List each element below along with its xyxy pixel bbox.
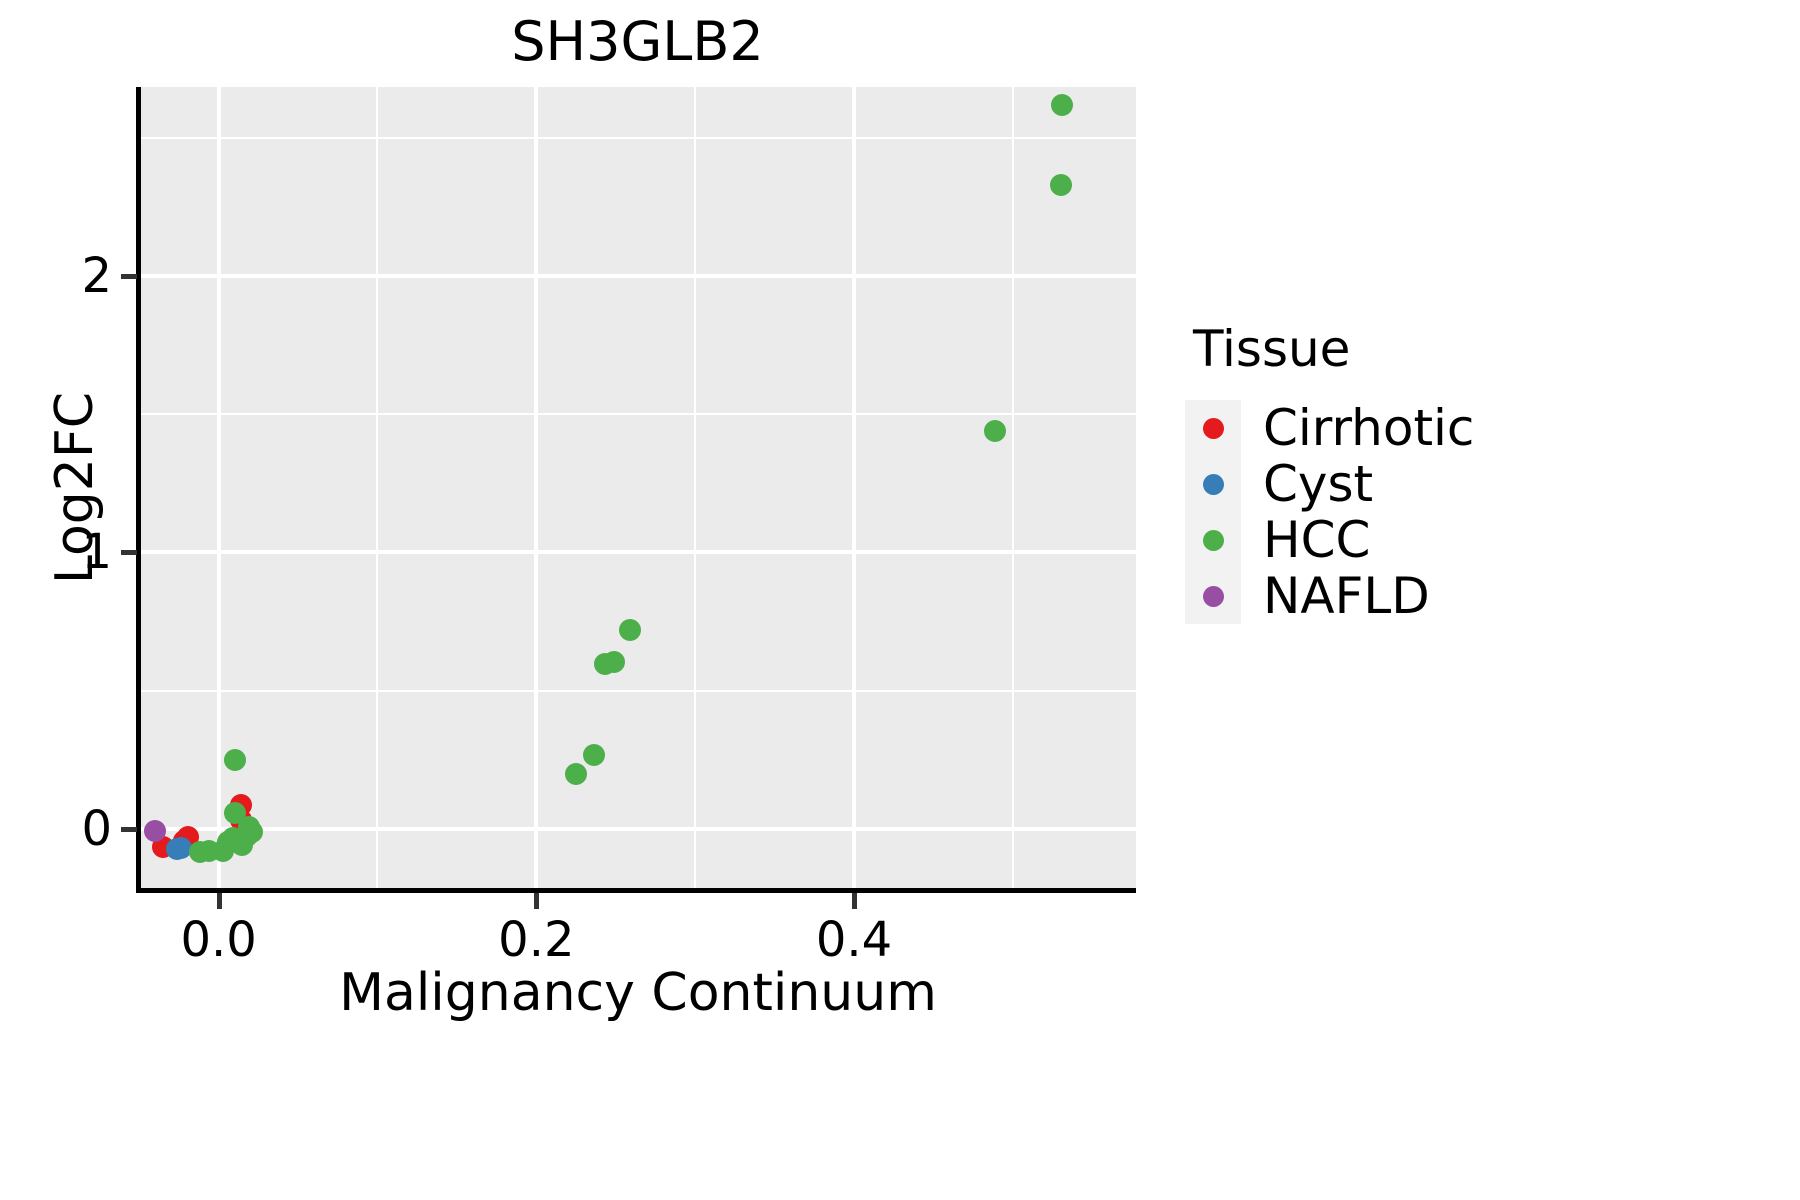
data-point-hcc bbox=[240, 820, 263, 843]
legend-item-label: Cyst bbox=[1263, 455, 1374, 513]
x-tick-label: 0.4 bbox=[815, 912, 893, 968]
gridline-minor-vertical bbox=[376, 87, 379, 888]
gridline-major-horizontal bbox=[140, 274, 1136, 279]
gridline-minor-vertical bbox=[1011, 87, 1014, 888]
y-tick-mark bbox=[121, 274, 137, 280]
legend-item-label: HCC bbox=[1263, 511, 1371, 569]
legend-entries: Cirrhotic Cyst HCC NAFLD bbox=[1185, 400, 1655, 624]
data-point-nafld bbox=[144, 819, 167, 842]
gridline-major-horizontal bbox=[140, 826, 1136, 831]
legend-key-swatch bbox=[1185, 456, 1241, 512]
plot-panel bbox=[140, 87, 1136, 888]
legend-item-hcc[interactable]: HCC bbox=[1185, 512, 1655, 568]
y-tick-label: 2 bbox=[81, 248, 112, 305]
y-tick-label: 0 bbox=[81, 800, 112, 857]
data-point-cyst bbox=[169, 836, 192, 859]
gridline-minor-vertical bbox=[694, 87, 697, 888]
legend-key-swatch bbox=[1185, 568, 1241, 624]
legend-key-swatch bbox=[1185, 512, 1241, 568]
legend-dot-icon bbox=[1202, 529, 1224, 551]
legend-key-swatch bbox=[1185, 400, 1241, 456]
gridline-minor-horizontal bbox=[140, 137, 1136, 140]
data-point-hcc bbox=[984, 420, 1007, 443]
page-title: SH3GLB2 bbox=[511, 10, 764, 73]
data-point-hcc bbox=[223, 748, 246, 771]
x-tick-label: 0.0 bbox=[180, 912, 257, 968]
x-axis-line bbox=[136, 888, 1136, 893]
x-tick-mark bbox=[852, 893, 858, 909]
y-tick-mark bbox=[121, 550, 137, 556]
y-tick-mark bbox=[121, 826, 137, 832]
gridline-major-vertical bbox=[534, 87, 539, 888]
gridline-major-horizontal bbox=[140, 550, 1136, 555]
x-tick-mark bbox=[216, 893, 222, 909]
legend-dot-icon bbox=[1202, 417, 1224, 439]
gridline-major-vertical bbox=[216, 87, 221, 888]
legend: Tissue Cirrhotic Cyst HCC NAFLD bbox=[1185, 320, 1655, 624]
data-point-hcc bbox=[582, 743, 605, 766]
data-point-hcc bbox=[1051, 93, 1074, 116]
data-point-hcc bbox=[619, 619, 642, 642]
gridline-minor-horizontal bbox=[140, 689, 1136, 692]
legend-item-label: Cirrhotic bbox=[1263, 399, 1475, 457]
x-tick-mark bbox=[534, 893, 540, 909]
legend-dot-icon bbox=[1202, 585, 1224, 607]
y-tick-label: 1 bbox=[81, 524, 112, 581]
data-point-hcc bbox=[1049, 174, 1072, 197]
data-point-hcc bbox=[565, 762, 588, 785]
legend-item-nafld[interactable]: NAFLD bbox=[1185, 568, 1655, 624]
x-tick-label: 0.2 bbox=[498, 912, 575, 968]
legend-item-cyst[interactable]: Cyst bbox=[1185, 456, 1655, 512]
legend-dot-icon bbox=[1202, 473, 1224, 495]
data-point-hcc bbox=[603, 651, 626, 674]
x-axis-label: Malignancy Continuum bbox=[339, 963, 937, 1023]
data-point-hcc bbox=[223, 801, 246, 824]
legend-item-label: NAFLD bbox=[1263, 567, 1430, 625]
gridline-major-vertical bbox=[852, 87, 857, 888]
gridline-minor-horizontal bbox=[140, 413, 1136, 416]
legend-item-cirrhotic[interactable]: Cirrhotic bbox=[1185, 400, 1655, 456]
legend-title: Tissue bbox=[1193, 320, 1351, 378]
y-axis-label: Log2FC bbox=[45, 391, 105, 585]
y-axis-line bbox=[136, 87, 141, 888]
